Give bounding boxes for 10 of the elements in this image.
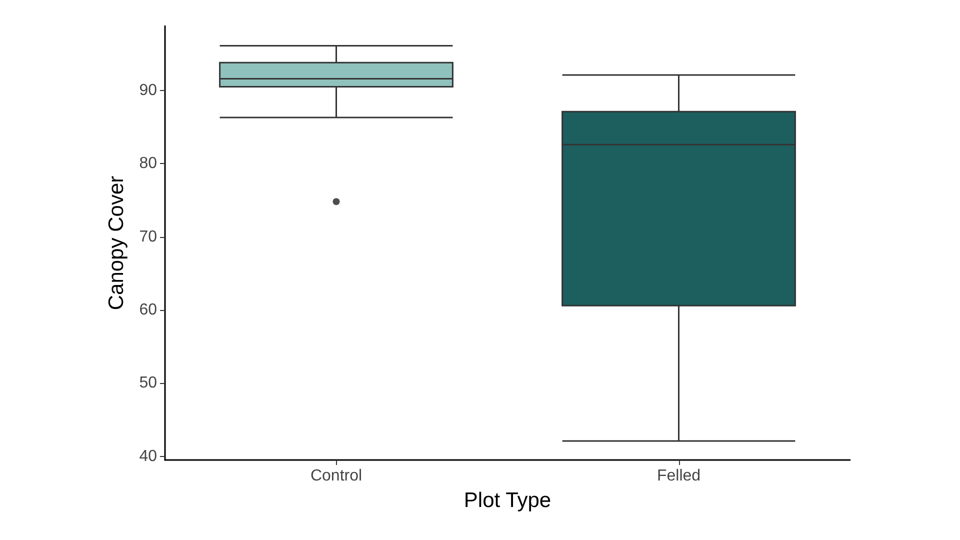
x-tick-label: Control — [310, 468, 362, 484]
y-tick-label: 90 — [139, 82, 158, 99]
x-axis-title: Plot Type — [464, 489, 552, 512]
y-tick-label: 50 — [139, 374, 158, 392]
y-tick-label: 80 — [139, 155, 158, 172]
x-tick-label: Felled — [656, 468, 701, 484]
y-axis-title: Canopy Cover — [105, 176, 128, 310]
y-tick-label: 70 — [139, 228, 158, 246]
y-tick-label: 40 — [139, 448, 158, 465]
y-tick-label: 60 — [139, 301, 158, 318]
